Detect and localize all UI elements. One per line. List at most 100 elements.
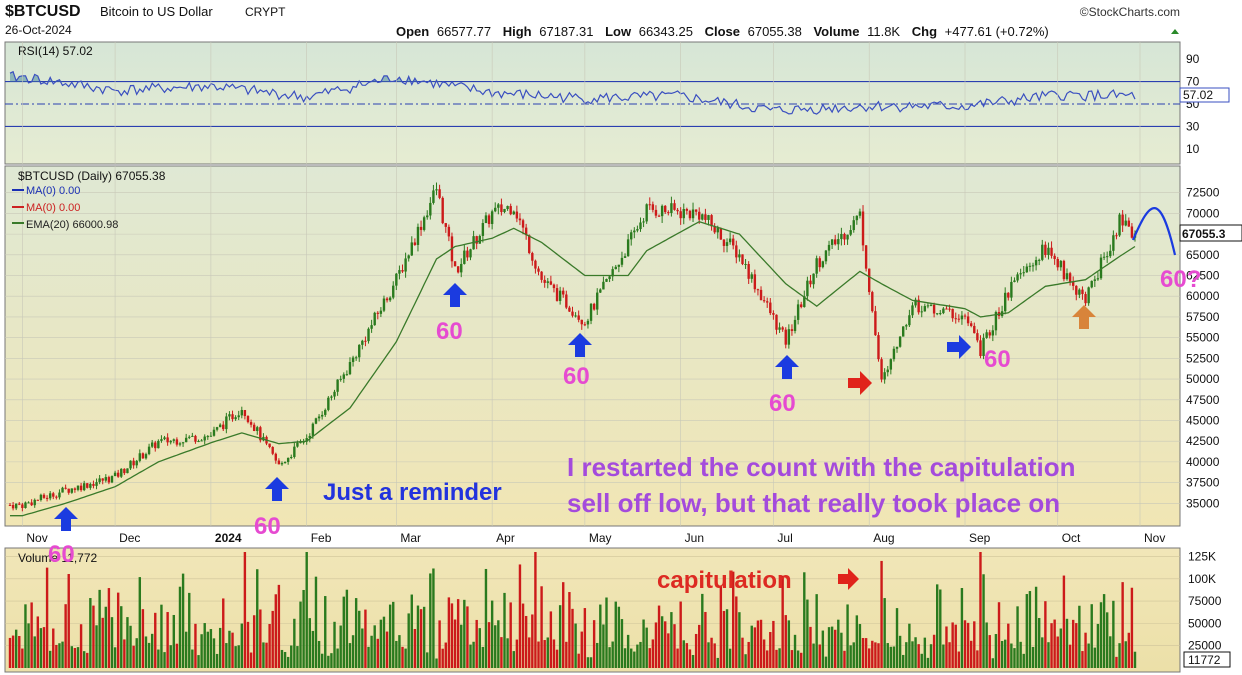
candle-body [1115,235,1118,237]
volume-bar [546,637,549,668]
volume-bar [113,647,117,668]
volume-bar [920,653,923,668]
volume-bar [188,592,191,668]
candle-body [438,189,441,198]
arrow-right-blue-icon [947,335,971,359]
candle-body [64,487,67,489]
volume-bar [769,632,772,668]
volume-bar [203,623,206,668]
volume-bar [1044,601,1047,668]
x-tick-label: Jun [685,531,704,545]
count-label-jul: 60 [769,390,796,417]
candle-body [509,206,512,215]
candle-body [222,424,225,430]
x-tick-label: Mar [400,531,421,545]
candle-body [79,485,83,491]
volume-bar [435,658,438,668]
candle-body [48,493,52,499]
candle-body [45,497,49,499]
volume-bar [654,622,658,668]
candle-body [849,230,852,235]
volume-bar [861,638,865,668]
candle-body [759,289,763,301]
volume-bar [1093,647,1097,668]
volume-bar [52,628,55,668]
volume-bar [574,623,577,668]
volume-bar [42,627,46,668]
candle-body [803,296,806,308]
volume-bar [265,642,268,668]
candle-body [617,264,621,267]
volume-bar [120,606,123,668]
candle-body [324,409,327,415]
volume-bar [738,612,741,668]
candle-body [630,232,633,240]
candle-body [784,329,787,345]
volume-bar [756,620,760,668]
volume-bar [874,642,877,668]
volume-bar [534,552,537,668]
count-label-nov: 60 [48,541,75,568]
volume-bar [206,631,210,668]
candle-body [676,209,679,212]
volume-bar [806,599,809,668]
candle-body [1068,273,1072,282]
volume-bar [86,652,89,668]
candle-body [413,242,417,245]
volume-bar [401,646,404,668]
candle-body [138,453,142,461]
candle-body [642,221,645,223]
candle-body [750,274,753,279]
volume-bar [855,615,859,668]
candle-body [775,314,778,330]
volume-title: Volume 11,772 [18,551,97,565]
candle-body [234,417,237,420]
volume-bar [1112,600,1115,668]
candle-body [116,472,120,477]
candle-body [388,297,392,301]
volume-bar [568,592,571,668]
candle-body [608,276,611,279]
volume-bar [1124,641,1127,668]
volume-bar [382,616,386,668]
volume-bar [864,638,868,668]
candle-body [935,313,939,315]
volume-bar [1010,643,1013,668]
volume-bar [1068,644,1072,668]
volume-bar [101,617,104,668]
volume-bar [778,648,781,668]
candle-body [481,223,485,236]
volume-bar [871,640,874,668]
volume-bar [660,616,664,668]
volume-bar [243,552,247,668]
candle-body [549,281,553,285]
candle-body [633,230,636,233]
candle-body [614,266,617,270]
candle-body [367,328,370,342]
volume-bar [339,625,342,668]
volume-bar [388,604,392,668]
volume-bar [500,637,503,668]
candle-body [728,238,732,243]
candle-body [1022,272,1025,274]
candle-body [580,319,583,325]
candle-body [518,218,522,221]
candle-body [871,292,874,312]
low-value: 66343.25 [639,24,693,39]
volume-bar [376,638,379,668]
price-tick-label: 65000 [1186,248,1220,262]
price-tick-label: 62500 [1186,269,1220,283]
candle-body [370,325,373,329]
candle-body [475,236,478,244]
volume-bar [509,602,512,668]
volume-bar [138,577,142,668]
volume-bar [762,639,766,668]
candle-body [1105,256,1109,258]
candle-body [36,499,40,501]
volume-bar [515,639,519,668]
candle-body [917,299,920,313]
candle-body [212,429,216,436]
volume-bar [540,586,543,668]
candle-body [58,492,61,498]
candle-body [589,303,593,321]
